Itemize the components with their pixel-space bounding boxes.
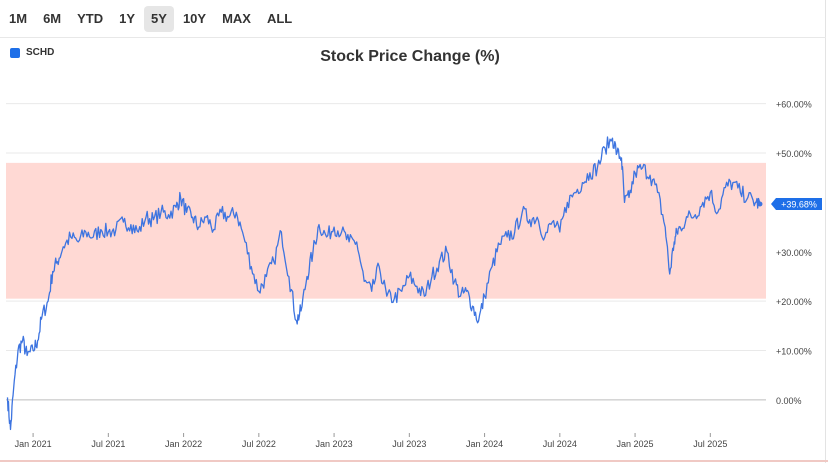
range-button-5y[interactable]: 5Y [144, 6, 174, 32]
chart-title: Stock Price Change (%) [320, 48, 500, 65]
y-tick-label: +10.00% [776, 347, 812, 357]
legend[interactable]: SCHD [10, 47, 54, 58]
x-tick-label: Jan 2022 [165, 439, 202, 449]
legend-label: SCHD [26, 47, 55, 58]
x-tick-label: Jul 2023 [392, 439, 426, 449]
range-selector: 1M 6M YTD 1Y 5Y 10Y MAX ALL [2, 6, 299, 32]
y-tick-label: 0.00% [776, 396, 802, 406]
current-value-label: +39.68% [781, 199, 817, 209]
range-button-10y[interactable]: 10Y [182, 11, 207, 26]
range-button-ytd[interactable]: YTD [77, 11, 104, 26]
x-tick-label: Jan 2025 [617, 439, 654, 449]
x-tick-label: Jan 2021 [15, 439, 52, 449]
x-tick-label: Jul 2021 [91, 439, 125, 449]
legend-swatch [10, 47, 20, 58]
x-tick-label: Jul 2022 [242, 439, 276, 449]
y-tick-label: +30.00% [776, 248, 812, 258]
series-line-schd [6, 136, 761, 431]
x-tick-label: Jul 2025 [693, 439, 727, 449]
current-value-badge [771, 197, 822, 210]
range-button-1m[interactable]: 1M [9, 11, 28, 26]
x-tick-label: Jul 2024 [543, 439, 577, 449]
y-tick-label: +60.00% [776, 100, 812, 110]
y-tick-label: +20.00% [776, 297, 812, 307]
bottom-accent-line [0, 460, 828, 462]
x-tick-label: Jan 2023 [316, 439, 353, 449]
current-point [757, 201, 763, 207]
range-button-1y[interactable]: 1Y [119, 11, 136, 26]
y-tick-label: +50.00% [776, 149, 812, 159]
range-button-6m[interactable]: 6M [43, 11, 62, 26]
range-button-all[interactable]: ALL [266, 11, 293, 26]
x-tick-label: Jan 2024 [466, 439, 503, 449]
toolbar-divider [0, 37, 826, 38]
range-button-max[interactable]: MAX [222, 11, 251, 26]
